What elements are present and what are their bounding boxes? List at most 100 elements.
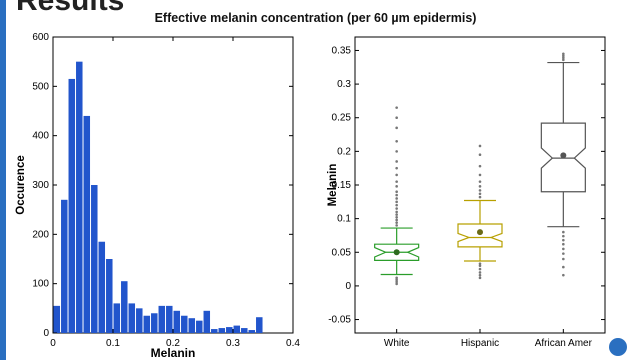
box-y-tick-label: 0 — [345, 281, 351, 292]
box-outlier-point — [478, 264, 482, 268]
hist-y-axis-label: Occurence — [15, 155, 27, 214]
box-outlier-point — [478, 192, 482, 196]
hist-x-tick-label: 0.4 — [286, 338, 300, 349]
hist-y-tick-label: 200 — [32, 229, 49, 240]
hist-bar — [91, 185, 98, 333]
box-y-tick-label: 0.05 — [332, 247, 352, 258]
box-outlier-point — [562, 56, 565, 60]
box-y-tick-label: -0.05 — [328, 315, 351, 326]
box-outlier-point — [395, 180, 398, 183]
hist-y-tick-label: 300 — [32, 180, 49, 191]
hist-y-tick-label: 500 — [32, 81, 49, 92]
box-3 — [540, 52, 586, 277]
box-y-tick-label: 0.35 — [332, 45, 352, 56]
box-outlier-point — [395, 116, 398, 120]
box-outlier-point — [562, 252, 565, 255]
box-outlier-point — [478, 153, 482, 157]
box-outlier-point — [395, 213, 398, 216]
box-notched-body — [374, 243, 420, 261]
hist-x-axis-label: Melanin — [151, 346, 196, 360]
hist-x-ticks: 0 0.1 0.2 0.3 0.4 — [50, 37, 300, 349]
box-mean-marker — [393, 249, 400, 256]
hist-bar — [218, 328, 226, 333]
box-outlier-point — [395, 197, 398, 200]
hist-bar — [181, 315, 188, 333]
hist-y-tick-label: 600 — [32, 32, 49, 43]
box-outlier-point — [395, 218, 398, 222]
hist-bar — [233, 325, 241, 333]
box-outlier-point — [395, 106, 398, 109]
box-mean-marker — [477, 229, 483, 236]
box-outlier-point — [562, 58, 565, 62]
box-outlier-point — [395, 150, 398, 153]
hist-bar — [61, 199, 68, 333]
box-outlier-point — [562, 265, 565, 269]
hist-x-tick-label: 0.2 — [166, 338, 180, 349]
hist-bar — [203, 310, 211, 333]
slide-subtitle: Effective melanin concentration (per 60 … — [154, 11, 477, 25]
hist-bar — [76, 61, 83, 334]
box-outlier-point — [478, 189, 482, 192]
hist-bar — [151, 313, 158, 333]
box-outlier-point — [395, 190, 398, 194]
hist-bar — [121, 281, 128, 333]
hist-bar — [173, 310, 181, 333]
box-outlier-point — [562, 273, 565, 277]
box-outlier-point — [562, 257, 565, 261]
box-y-ticks: -0.05 0 0.05 0.1 0.15 0.2 0.25 0.3 0.35 — [328, 45, 605, 326]
hist-bar — [226, 327, 233, 333]
box-outlier-point — [478, 180, 482, 183]
box-outlier-point — [395, 278, 398, 282]
box-outlier-point — [478, 144, 482, 148]
box-y-tick-label: 0.2 — [337, 146, 351, 157]
hist-bars — [53, 61, 263, 334]
hist-y-ticks: 0 100 200 300 400 500 600 — [32, 32, 293, 339]
hist-bar — [143, 315, 151, 333]
box-plots — [374, 52, 586, 286]
box-outlier-point — [478, 262, 482, 266]
box-notched-body — [540, 122, 586, 193]
box-x-ticks: White Hispanic African Amer — [384, 329, 593, 349]
hist-y-tick-label: 100 — [32, 279, 49, 290]
hist-bar — [248, 330, 256, 333]
box-y-tick-label: 0.25 — [332, 113, 352, 124]
hist-bar — [128, 303, 136, 333]
box-plot-frame — [354, 36, 606, 334]
box-mean-marker — [560, 152, 567, 159]
box-outlier-point — [478, 273, 482, 277]
box-outlier-point — [395, 126, 398, 130]
box-outlier-point — [395, 282, 398, 286]
box-outlier-point — [395, 185, 398, 188]
hist-bar — [53, 305, 61, 333]
box-outlier-point — [395, 160, 398, 163]
box-outlier-point — [478, 185, 482, 188]
hist-bar — [256, 317, 263, 333]
hist-x-tick-label: 0.3 — [226, 338, 240, 349]
box-outlier-point — [478, 276, 482, 280]
hist-bar — [188, 318, 196, 333]
box-outlier-point — [395, 224, 398, 227]
box-outlier-point — [478, 195, 482, 199]
hist-bar — [83, 115, 91, 333]
box-1 — [374, 106, 420, 286]
box-x-tick-label: White — [384, 338, 410, 349]
hist-bar — [241, 328, 248, 333]
box-x-tick-label: African Amer — [535, 338, 593, 349]
box-outlier-point — [395, 210, 398, 214]
hist-y-tick-label: 0 — [43, 328, 49, 339]
box-outlier-point — [478, 271, 482, 274]
box-outlier-point — [395, 276, 398, 280]
box-outlier-point — [395, 280, 398, 284]
box-outlier-point — [478, 164, 482, 168]
box-outlier-point — [395, 207, 398, 210]
box-outlier-point — [562, 54, 565, 58]
box-outlier-point — [395, 166, 398, 170]
box-outlier-point — [562, 238, 565, 242]
box-y-axis-label: Melanin — [327, 164, 339, 207]
box-y-tick-label: 0.3 — [337, 79, 351, 90]
hist-bar — [68, 78, 76, 333]
hist-bar — [166, 305, 173, 333]
box-outlier-point — [395, 215, 398, 219]
hist-bar — [98, 241, 106, 333]
